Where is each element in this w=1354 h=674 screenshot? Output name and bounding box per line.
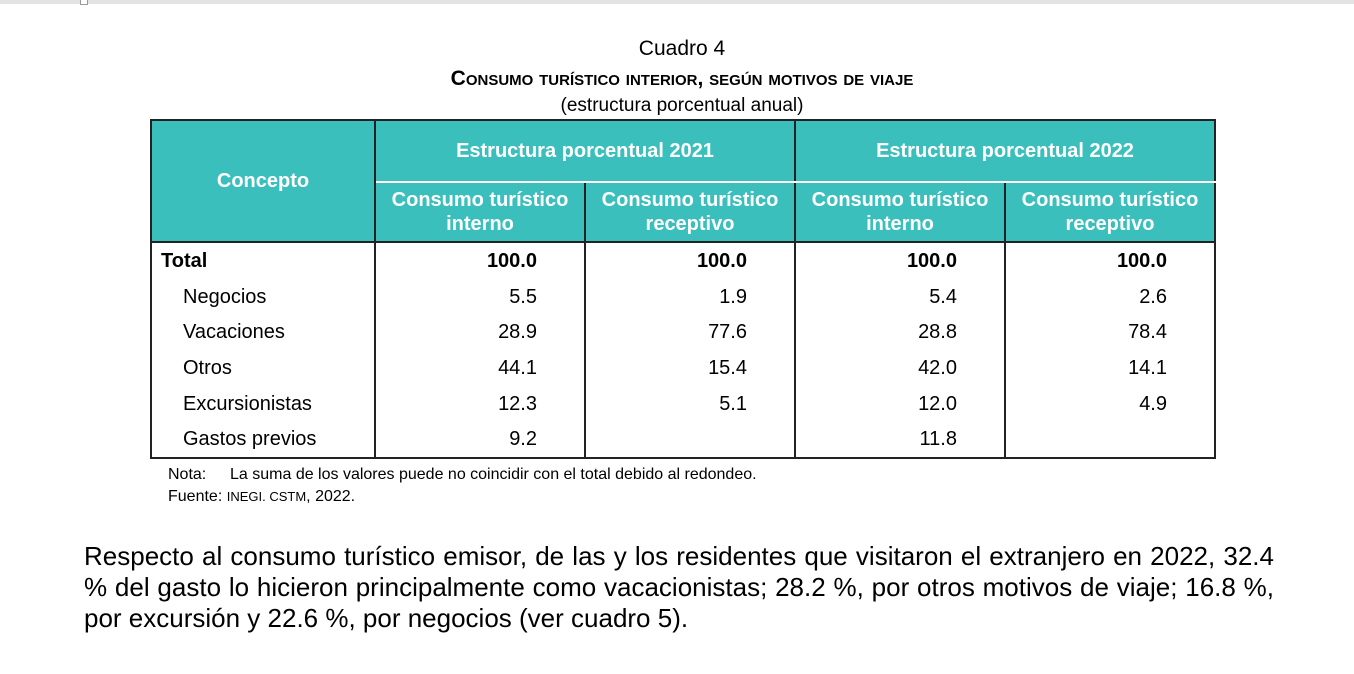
note-text: La suma de los valores puede no coincidi… <box>230 466 757 483</box>
table-source: Fuente: INEGI. CSTM, 2022. <box>168 488 355 506</box>
table-title-rest: onsumo turístico interior, según motivos… <box>465 67 914 90</box>
cell-2022-interno: 28.8 <box>794 314 1006 351</box>
data-table: Concepto Estructura porcentual 2021 Estr… <box>150 119 1216 459</box>
cell-2022-receptivo: 100.0 <box>1004 242 1216 279</box>
cell-2022-receptivo: 14.1 <box>1004 350 1216 386</box>
row-label: Otros <box>150 350 376 386</box>
cell-2022-receptivo: 4.9 <box>1004 385 1216 422</box>
row-label: Excursionistas <box>150 385 376 422</box>
cell-2021-receptivo <box>584 421 796 459</box>
table-subtitle: (estructura porcentual anual) <box>560 95 804 116</box>
table-row-otros: Otros 44.1 15.4 42.0 14.1 <box>150 350 1216 386</box>
table-title: Consumo turístico interior, según motivo… <box>150 67 1214 91</box>
cell-2022-interno: 42.0 <box>794 350 1006 386</box>
note-label: Nota: <box>168 466 207 483</box>
cell-2021-receptivo: 5.1 <box>584 385 796 422</box>
cell-2021-interno: 9.2 <box>374 421 586 459</box>
cell-2022-interno: 5.4 <box>794 279 1006 315</box>
row-label: Gastos previos <box>150 421 376 459</box>
header-2021-receptivo: Consumo turístico receptivo <box>584 181 796 243</box>
header-2021-interno: Consumo turístico interno <box>374 181 586 243</box>
source-org: INEGI. CSTM <box>226 489 307 504</box>
header-2022-interno: Consumo turístico interno <box>794 181 1006 243</box>
cell-2021-interno: 12.3 <box>374 385 586 422</box>
cell-2022-receptivo: 2.6 <box>1004 279 1216 315</box>
cell-2022-receptivo: 78.4 <box>1004 314 1216 351</box>
row-label: Vacaciones <box>150 314 376 351</box>
cell-2021-interno: 100.0 <box>374 242 586 279</box>
table-row-vacaciones: Vacaciones 28.9 77.6 28.8 78.4 <box>150 314 1216 351</box>
source-label: Fuente: <box>168 488 223 505</box>
row-label: Total <box>150 242 376 279</box>
cell-2021-receptivo: 15.4 <box>584 350 796 386</box>
cell-2021-receptivo: 77.6 <box>584 314 796 351</box>
table-number: Cuadro 4 <box>638 37 726 60</box>
table-row-negocios: Negocios 5.5 1.9 5.4 2.6 <box>150 279 1216 315</box>
table-note: Nota: La suma de los valores puede no coi… <box>168 466 757 484</box>
table-row-total: Total 100.0 100.0 100.0 100.0 <box>150 242 1216 279</box>
cell-2021-receptivo: 1.9 <box>584 279 796 315</box>
cell-2021-interno: 44.1 <box>374 350 586 386</box>
row-label: Negocios <box>150 279 376 315</box>
cell-2022-interno: 12.0 <box>794 385 1006 422</box>
table-row-gastos-previos: Gastos previos 9.2 11.8 <box>150 421 1216 459</box>
body-paragraph: Respecto al consumo turístico emisor, de… <box>84 541 1274 633</box>
cell-2021-interno: 5.5 <box>374 279 586 315</box>
source-year: , 2022. <box>306 488 356 505</box>
cell-2021-receptivo: 100.0 <box>584 242 796 279</box>
header-group-2022: Estructura porcentual 2022 <box>794 119 1216 183</box>
cell-2022-receptivo <box>1004 421 1216 459</box>
header-group-2021: Estructura porcentual 2021 <box>374 119 796 183</box>
cell-2022-interno: 100.0 <box>794 242 1006 279</box>
cell-2022-interno: 11.8 <box>794 421 1006 459</box>
text-boundary-mark <box>80 0 88 5</box>
table-title-lead: C <box>450 67 466 90</box>
header-concepto: Concepto <box>150 119 376 243</box>
top-rule <box>0 0 1354 4</box>
header-2022-receptivo: Consumo turístico receptivo <box>1004 181 1216 243</box>
cell-2021-interno: 28.9 <box>374 314 586 351</box>
table-row-excursionistas: Excursionistas 12.3 5.1 12.0 4.9 <box>150 385 1216 422</box>
